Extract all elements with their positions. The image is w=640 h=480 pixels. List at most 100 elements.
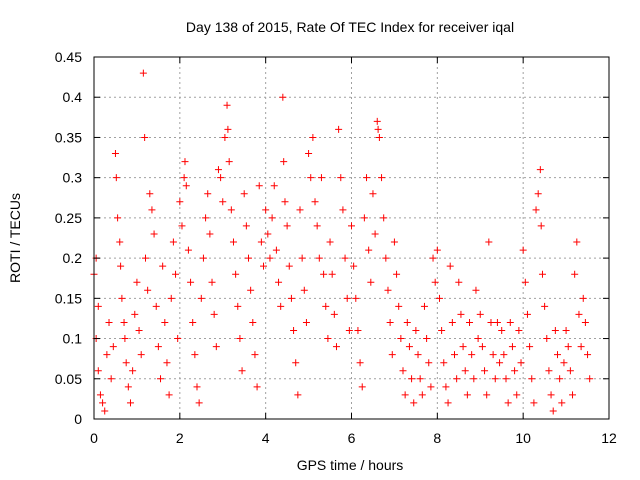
data-point bbox=[403, 318, 411, 326]
data-point bbox=[320, 270, 328, 278]
data-point bbox=[178, 222, 186, 230]
data-point bbox=[530, 399, 538, 407]
data-point bbox=[165, 391, 173, 399]
data-point bbox=[221, 133, 229, 141]
data-point bbox=[279, 93, 287, 101]
data-point bbox=[380, 214, 388, 222]
data-point bbox=[120, 318, 128, 326]
data-point bbox=[229, 238, 237, 246]
data-point bbox=[446, 262, 454, 270]
data-point bbox=[534, 190, 542, 198]
data-point bbox=[345, 327, 353, 335]
data-point bbox=[133, 278, 141, 286]
data-point bbox=[558, 399, 566, 407]
data-point bbox=[496, 359, 504, 367]
data-point bbox=[109, 343, 117, 351]
data-point bbox=[584, 351, 592, 359]
data-point bbox=[397, 335, 405, 343]
data-point bbox=[363, 174, 371, 182]
chart-title: Day 138 of 2015, Rate Of TEC Index for r… bbox=[186, 19, 514, 35]
y-tick-label: 0 bbox=[74, 411, 82, 427]
axis-ticks: 0 2 4 6 8 10 12 0 0.05 0.1 0.15 0.2 0.25 0.3 0.35 0.4 0.… bbox=[55, 49, 617, 446]
data-point bbox=[560, 359, 568, 367]
data-point bbox=[214, 166, 222, 174]
data-point bbox=[309, 133, 317, 141]
data-point bbox=[341, 254, 349, 262]
data-point bbox=[472, 286, 480, 294]
data-point bbox=[369, 190, 377, 198]
data-point bbox=[502, 375, 510, 383]
data-point bbox=[193, 383, 201, 391]
data-point bbox=[493, 318, 501, 326]
data-point bbox=[348, 222, 355, 230]
data-point bbox=[234, 302, 242, 310]
data-point bbox=[489, 351, 497, 359]
data-point bbox=[199, 254, 207, 262]
data-point bbox=[519, 246, 527, 254]
data-point bbox=[150, 230, 158, 238]
data-point bbox=[476, 310, 484, 318]
data-point bbox=[564, 343, 572, 351]
y-tick-label: 0.2 bbox=[63, 250, 83, 266]
data-point bbox=[217, 174, 225, 182]
data-point bbox=[418, 391, 426, 399]
data-point bbox=[412, 327, 420, 335]
x-tick-label: 4 bbox=[262, 430, 270, 446]
data-point bbox=[260, 262, 268, 270]
y-tick-label: 0.3 bbox=[63, 170, 83, 186]
data-point bbox=[118, 294, 126, 302]
data-point bbox=[365, 246, 373, 254]
data-point bbox=[528, 375, 536, 383]
data-point bbox=[485, 238, 493, 246]
data-point bbox=[508, 343, 516, 351]
data-point bbox=[581, 318, 589, 326]
data-point bbox=[313, 222, 321, 230]
data-point bbox=[506, 318, 514, 326]
data-point bbox=[526, 343, 534, 351]
data-point bbox=[511, 367, 519, 375]
data-point bbox=[266, 254, 274, 262]
data-point bbox=[141, 133, 149, 141]
data-point bbox=[537, 222, 545, 230]
data-point bbox=[410, 399, 418, 407]
data-point bbox=[317, 174, 325, 182]
data-point bbox=[251, 351, 259, 359]
data-point bbox=[298, 254, 306, 262]
data-point bbox=[517, 359, 525, 367]
data-point bbox=[157, 375, 165, 383]
data-point bbox=[551, 327, 559, 335]
data-point bbox=[238, 367, 246, 375]
data-point bbox=[161, 318, 169, 326]
data-point bbox=[264, 230, 272, 238]
data-point bbox=[105, 318, 113, 326]
data-point bbox=[481, 367, 489, 375]
data-point bbox=[122, 359, 130, 367]
data-point bbox=[144, 286, 152, 294]
data-point bbox=[219, 198, 227, 206]
data-point bbox=[311, 198, 319, 206]
data-point bbox=[191, 351, 199, 359]
data-point bbox=[225, 158, 233, 166]
data-point bbox=[202, 214, 210, 222]
data-point bbox=[172, 270, 180, 278]
data-point bbox=[491, 375, 499, 383]
data-point bbox=[545, 367, 553, 375]
data-point bbox=[227, 206, 235, 214]
data-point bbox=[139, 69, 147, 77]
data-point bbox=[197, 294, 205, 302]
data-point bbox=[195, 399, 203, 407]
data-point bbox=[154, 343, 162, 351]
data-point bbox=[395, 302, 403, 310]
data-point bbox=[566, 367, 574, 375]
data-point bbox=[129, 367, 137, 375]
data-point bbox=[521, 278, 529, 286]
data-point bbox=[103, 351, 111, 359]
y-tick-label: 0.45 bbox=[55, 49, 82, 65]
data-point bbox=[427, 383, 435, 391]
x-tick-label: 10 bbox=[515, 430, 531, 446]
data-point bbox=[440, 359, 448, 367]
data-point bbox=[478, 343, 486, 351]
data-point bbox=[182, 182, 190, 190]
data-point bbox=[315, 254, 323, 262]
